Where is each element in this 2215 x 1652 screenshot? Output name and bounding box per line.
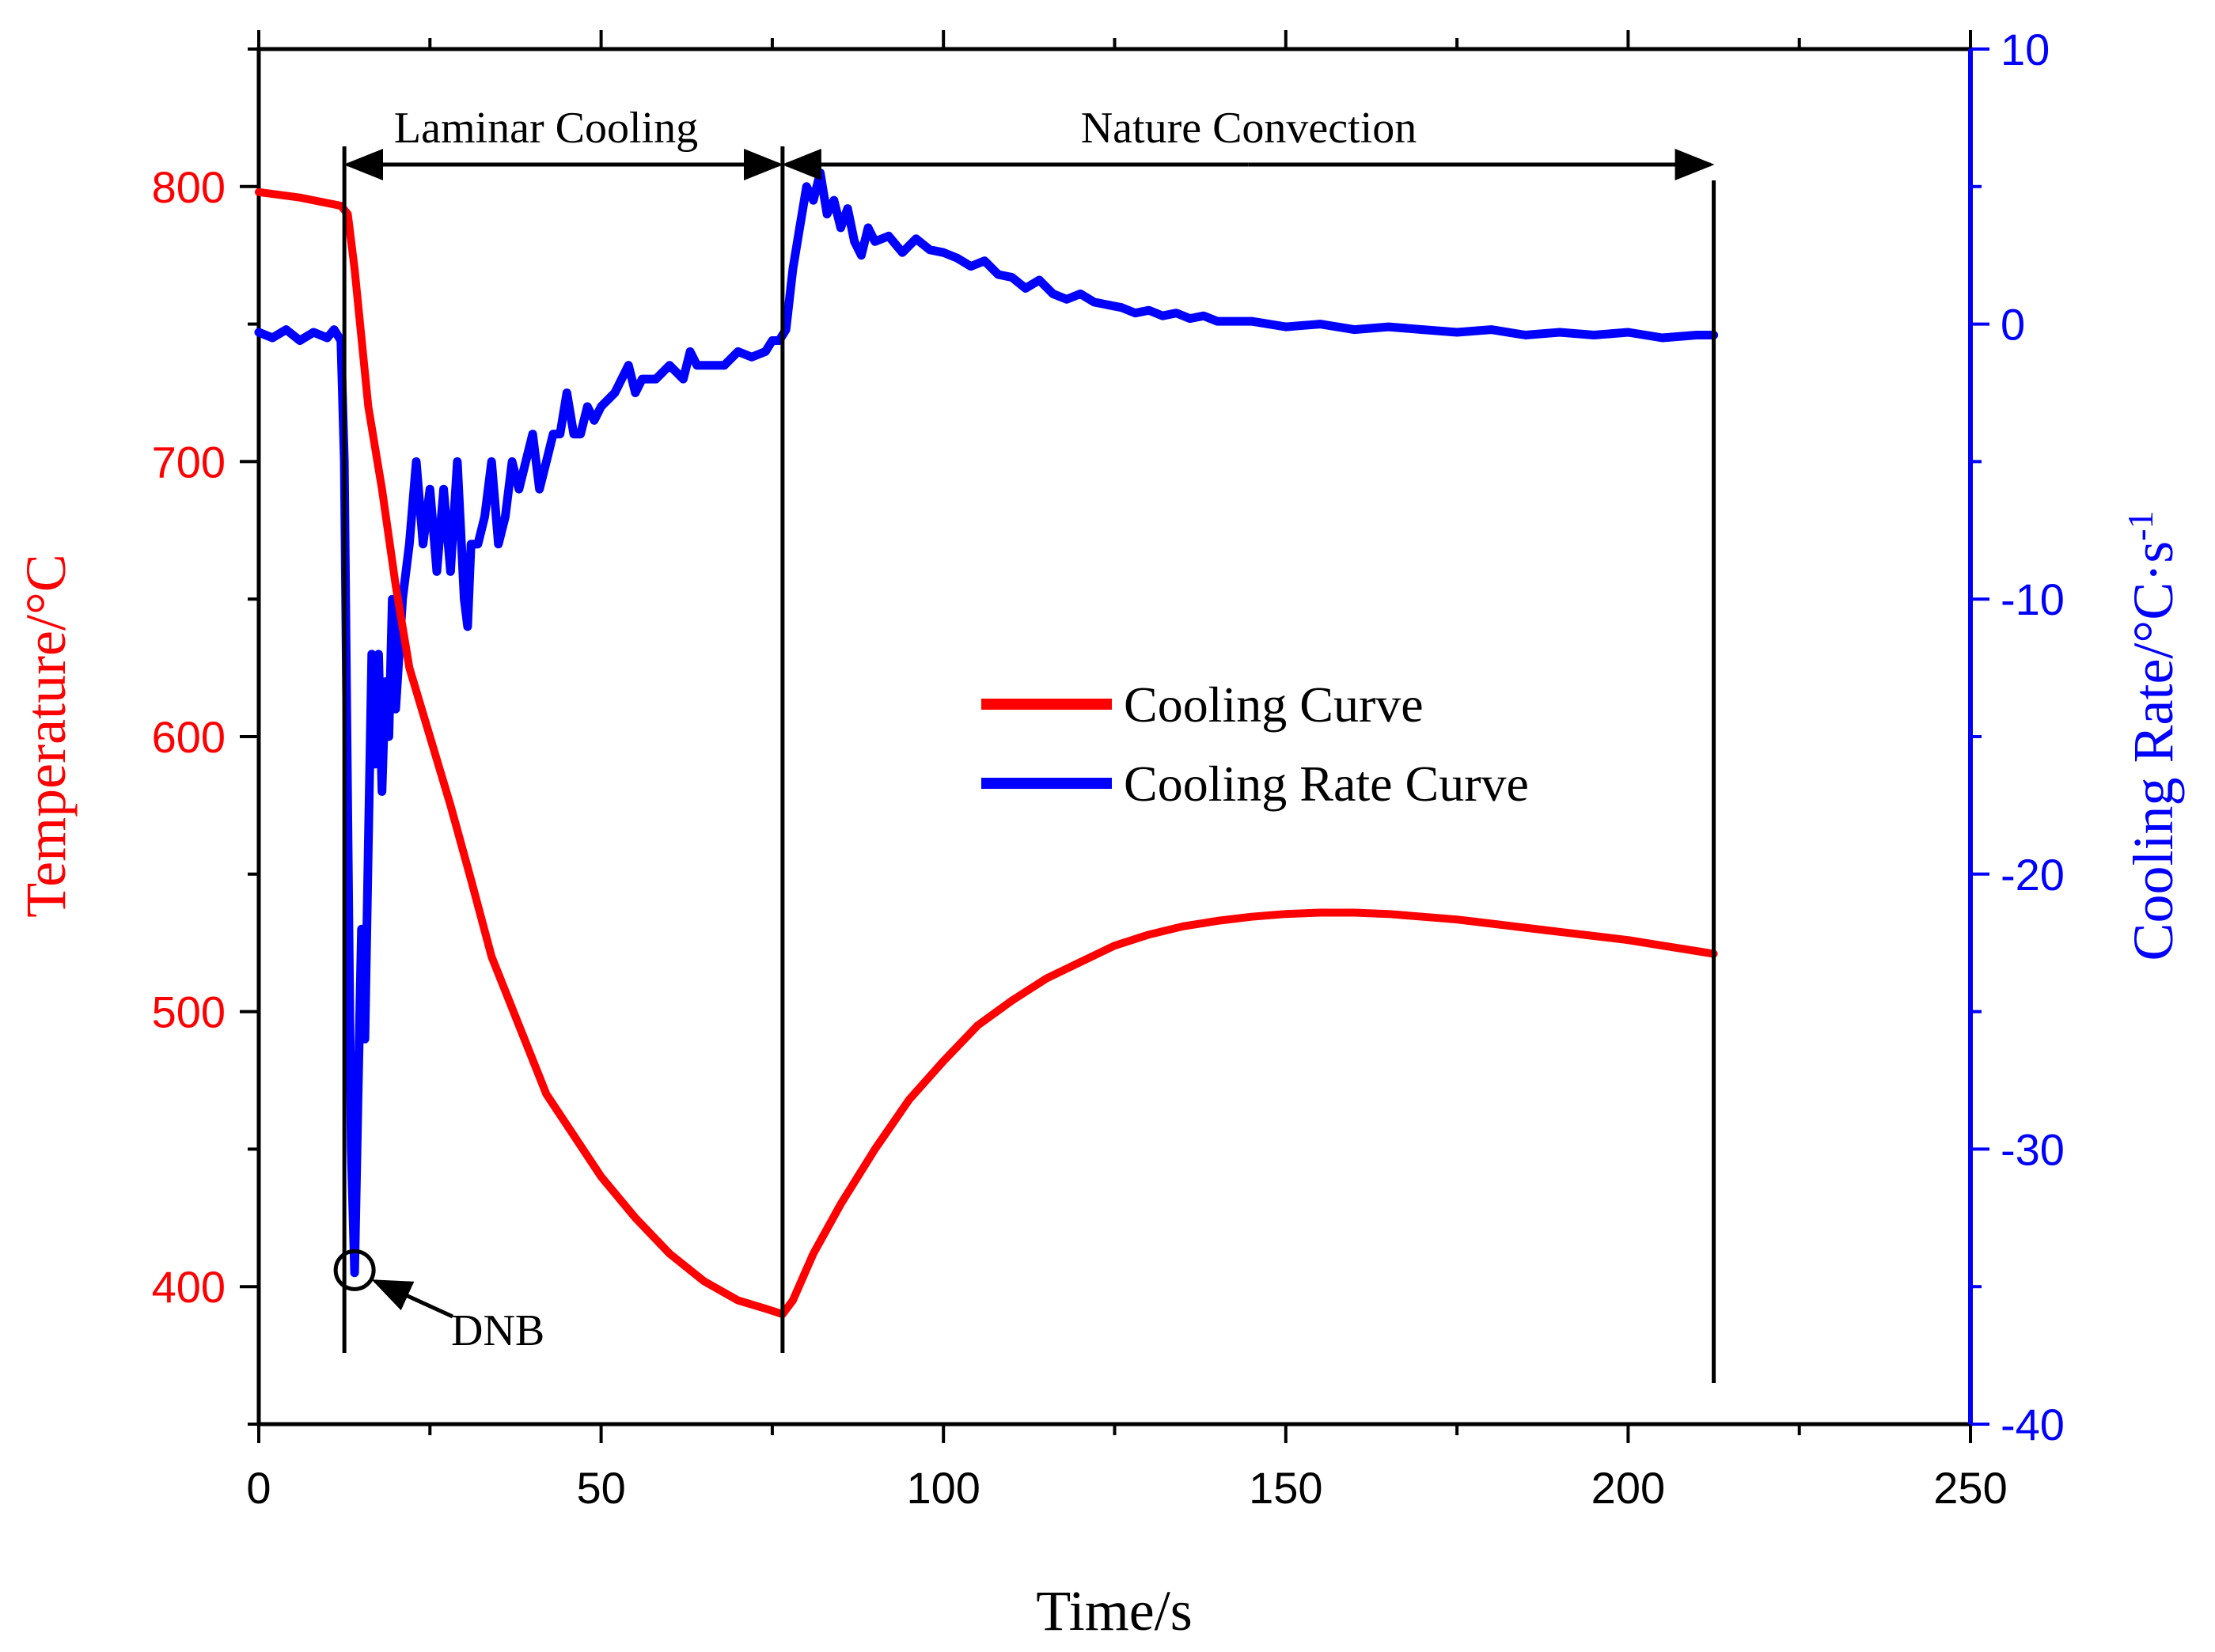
legend-label-cooling-curve: Cooling Curve bbox=[1124, 676, 1424, 733]
y-left-tick-label: 600 bbox=[152, 712, 226, 762]
laminar-cooling-label: Laminar Cooling bbox=[394, 104, 698, 153]
x-tick-label: 100 bbox=[906, 1463, 980, 1513]
y-right-tick-label: 0 bbox=[2001, 300, 2025, 350]
legend-label-cooling-rate: Cooling Rate Curve bbox=[1124, 756, 1529, 812]
y-left-tick-label: 500 bbox=[152, 987, 226, 1037]
y-left-tick-label: 800 bbox=[152, 162, 226, 212]
dnb-label: DNB bbox=[451, 1306, 544, 1355]
x-axis-title: Time/s bbox=[1036, 1579, 1192, 1643]
y-left-tick-label: 700 bbox=[152, 437, 226, 487]
axis-ticks bbox=[240, 30, 1989, 1443]
dnb-marker-circle bbox=[333, 1248, 376, 1291]
nature-convection-label: Nature Convection bbox=[1081, 104, 1417, 153]
tick-labels: 0 50 100 150 200 250400500600700800-40-30-20-… bbox=[152, 25, 2065, 1513]
region-markers bbox=[342, 146, 1716, 1383]
y-right-axis-title-main: Cooling Rate/°C·s bbox=[2122, 541, 2185, 961]
y-left-tick-label: 400 bbox=[152, 1262, 226, 1312]
dnb-arrow bbox=[371, 1279, 454, 1319]
y-right-axis-title: Cooling Rate/°C·s-1 bbox=[2120, 510, 2186, 961]
x-tick-label: 250 bbox=[1933, 1463, 2007, 1513]
x-tick-label: 50 bbox=[576, 1463, 625, 1513]
y-right-tick-label: -40 bbox=[2001, 1400, 2065, 1449]
x-tick-label: 0 bbox=[246, 1463, 271, 1513]
y-right-tick-label: -30 bbox=[2001, 1124, 2065, 1174]
y-right-tick-label: 10 bbox=[2001, 25, 2050, 74]
legend: Cooling Curve Cooling Rate Curve bbox=[981, 676, 1529, 812]
y-right-tick-label: -20 bbox=[2001, 850, 2065, 900]
y-right-tick-label: -10 bbox=[2001, 574, 2065, 624]
x-tick-label: 200 bbox=[1591, 1463, 1665, 1513]
series-line-cooling-rate bbox=[254, 168, 1719, 1278]
y-left-axis-title: Temperature/°C bbox=[14, 554, 78, 918]
series-line-cooling-curve bbox=[255, 188, 1718, 1318]
x-tick-label: 150 bbox=[1249, 1463, 1322, 1513]
y-right-axis-title-exponent: -1 bbox=[2120, 510, 2160, 540]
